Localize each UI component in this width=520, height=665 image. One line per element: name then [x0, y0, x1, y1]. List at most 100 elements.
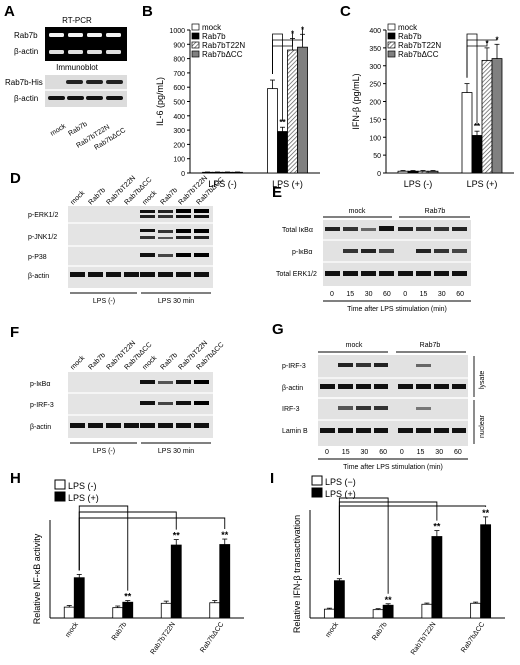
- chart-c-legend-label-2: Rab7bT22N: [398, 41, 441, 50]
- chart-c-sig-0: **: [474, 122, 481, 131]
- blot-g-bands: [320, 363, 466, 433]
- chart-i-bar-2-0: [421, 603, 433, 619]
- g-times-time-4: 0: [400, 449, 404, 456]
- chart-h-bar-2-0: [160, 602, 172, 619]
- chart-c-bar-0-2: [417, 170, 429, 174]
- chart-b-bar-1-3: [297, 46, 308, 174]
- chart-c-bar-1-2: [481, 59, 493, 174]
- chart-c-sig-2: *: [495, 35, 499, 44]
- chart-c-legend-swatch-0: [387, 23, 396, 31]
- chart-c-legend-swatch-2: [387, 41, 396, 49]
- chart-c-ylabel: IFN-β (pg/mL): [351, 73, 361, 129]
- panel-letter-b: B: [142, 3, 153, 20]
- immunoblot-title: Immunoblot: [56, 63, 99, 72]
- chart-i-bar-0-1: [333, 580, 345, 619]
- blot-d-row-0: p-ERK1/2: [28, 212, 58, 219]
- chart-c-legend-swatch-3: [387, 50, 396, 58]
- g-times-time-1: 15: [342, 449, 350, 456]
- blot-g-row-3: Lamin B: [282, 428, 308, 435]
- chart-i-ylabel: Relative IFN-β transactivation: [292, 515, 302, 633]
- chart-b-legend-swatch-0: [191, 23, 200, 31]
- chart-h-legend-swatch-0: [54, 479, 66, 490]
- rtpcr-row-actin: β-actin: [14, 47, 38, 56]
- chart-i-legend-swatch-0: [311, 475, 323, 486]
- chart-c-ifnb: 0 50 100 150 200 250 300 350 400 IFN-β (pg/mL) LPS…: [351, 23, 514, 189]
- blot-e-xlabel: Time after LPS stimulation (min): [347, 306, 447, 313]
- blot-d-bands: [70, 209, 209, 277]
- blot-g-xlabel: Time after LPS stimulation (min): [343, 464, 443, 471]
- blot-g-group-1: Rab7b: [420, 342, 441, 349]
- chart-h-sig-0: **: [124, 592, 132, 602]
- chart-i-xlabel-1: Rab7b: [371, 621, 389, 642]
- chart-c-xlabel-0: LPS (-): [404, 179, 433, 189]
- chart-b-legend-swatch-3: [191, 50, 200, 58]
- chart-b-legend-swatch-1: [191, 32, 200, 40]
- chart-i-bar-1-1: [382, 604, 394, 619]
- chart-h-bar-1-0: [112, 607, 124, 619]
- blot-f-row-2: β-actin: [30, 424, 51, 431]
- chart-b-ytick-label-6: 600: [173, 85, 185, 92]
- blot-g-times: 0 15 30 60 0 15 30 60: [325, 449, 462, 456]
- panel-letter-e: E: [272, 184, 282, 201]
- chart-c-legend-swatch-1: [387, 32, 396, 40]
- chart-h-nfkb: Relative NF-κB activity mock Rab7b Rab7bT22…: [32, 479, 244, 656]
- panel-g: mock Rab7b p-IRF-3 β-actin IRF-3 Lamin B: [282, 342, 486, 471]
- blot-g-row-2: IRF-3: [282, 406, 300, 413]
- g-times-time-3: 60: [379, 449, 387, 456]
- chart-b-ytick-label-0: 0: [181, 171, 185, 178]
- panel-letter-i: I: [270, 470, 274, 487]
- chart-b-xlabel-1: LPS (+): [272, 179, 303, 189]
- chart-c-ytick-label-2: 100: [369, 135, 381, 142]
- chart-h-legend-label-1: LPS (+): [68, 493, 99, 503]
- chart-c-ytick-label-6: 300: [369, 64, 381, 71]
- chart-h-bracket-0: [78, 505, 129, 591]
- e-times-time-6: 30: [438, 291, 446, 298]
- chart-c-legend-label-0: mock: [398, 23, 418, 32]
- blot-g-side-lysate: lysate: [479, 371, 486, 389]
- chart-b-ytick-label-5: 500: [173, 100, 185, 107]
- chart-i-legend-swatch-1: [311, 487, 323, 498]
- chart-c-ytick-label-7: 350: [369, 46, 381, 53]
- panel-a: RT-PCR Rab7b β-actin Immunoblot Rab7b-: [5, 16, 127, 152]
- g-times-time-0: 0: [325, 449, 329, 456]
- chart-c-legend-label-1: Rab7b: [398, 32, 422, 41]
- chart-b-bar-1-0: [267, 88, 278, 174]
- panel-letter-g: G: [272, 321, 284, 338]
- chart-b-ytick-label-9: 900: [173, 42, 185, 49]
- chart-b-sig-0: **: [279, 118, 286, 127]
- chart-b-legend-label-1: Rab7b: [202, 32, 226, 41]
- panel-e: mock Rab7b Total IκBα p-IκBα Total ERK1/…: [276, 208, 471, 313]
- lane-label-a-1: Rab7b: [67, 121, 88, 138]
- chart-b-ytick-label-10: 1000: [169, 28, 185, 35]
- blot-e-row-0: Total IκBα: [282, 227, 313, 234]
- chart-b-legend-label-3: Rab7bΔCC: [202, 50, 243, 59]
- chart-b-legend-label-2: Rab7bT22N: [202, 41, 245, 50]
- chart-i-sig-1: **: [433, 522, 441, 532]
- chart-h-xlabel-2: Rab7bT22N: [150, 621, 177, 656]
- e-times-time-3: 60: [383, 291, 391, 298]
- chart-c-legend-label-3: Rab7bΔCC: [398, 50, 439, 59]
- chart-b-il6: 0 100 200 300 400 500 600 700 800 900 1000 IL-6 (pg…: [155, 23, 320, 189]
- blot-e-times: 0 15 30 60 0 15 30 60: [330, 291, 464, 298]
- chart-b-ytick-label-1: 100: [173, 157, 185, 164]
- chart-c-ytick-label-4: 200: [369, 100, 381, 107]
- chart-b-bracket-2: [272, 28, 303, 75]
- rtpcr-bands: [49, 33, 121, 54]
- lane-label-d-4: mock: [141, 189, 158, 206]
- chart-i-legend-label-1: LPS (+): [325, 489, 356, 499]
- blot-f-group-0: LPS (-): [93, 448, 115, 455]
- chart-h-bar-0-0: [63, 606, 75, 619]
- g-times-time-6: 30: [435, 449, 443, 456]
- chart-i-xlabel-3: Rab7bΔCC: [460, 621, 486, 654]
- chart-c-bar-1-1: [471, 135, 483, 174]
- chart-b-ytick-label-4: 400: [173, 114, 185, 121]
- chart-i-bar-2-1: [431, 536, 443, 619]
- chart-b-ytick-label-7: 700: [173, 71, 185, 78]
- chart-b-sig-1: *: [291, 30, 295, 39]
- e-times-time-1: 15: [346, 291, 354, 298]
- blot-f-row-0: p-IκBα: [30, 381, 50, 388]
- chart-c-bar-1-3: [491, 58, 503, 174]
- e-times-time-5: 15: [420, 291, 428, 298]
- blot-f-row-1: p-IRF-3: [30, 402, 54, 409]
- chart-c-ytick-label-1: 50: [373, 153, 381, 160]
